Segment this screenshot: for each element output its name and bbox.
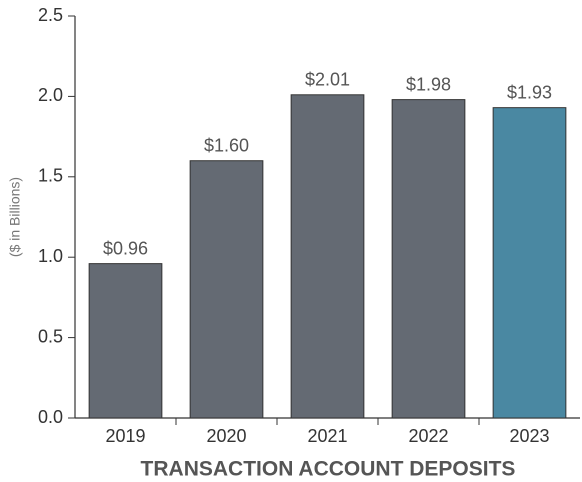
bar (492, 107, 567, 419)
x-tick-label: 2019 (105, 426, 145, 446)
x-tick-label: 2020 (206, 426, 246, 446)
x-tick-label: 2023 (509, 426, 549, 446)
value-label: $1.98 (406, 74, 451, 94)
chart-title: TRANSACTION ACCOUNT DEPOSITS (141, 458, 516, 481)
bar (189, 160, 264, 419)
x-tick-label: 2021 (307, 426, 347, 446)
x-tick-label: 2022 (408, 426, 448, 446)
y-tick-label: 0.5 (38, 326, 63, 346)
y-tick-label: 2.0 (38, 85, 63, 105)
y-tick-label: 1.0 (38, 246, 63, 266)
value-label: $2.01 (305, 70, 350, 90)
y-tick-label: 0.0 (38, 407, 63, 427)
value-label: $1.93 (507, 82, 552, 102)
bar (88, 263, 163, 419)
value-label: $0.96 (103, 238, 148, 258)
y-tick-label: 2.5 (38, 5, 63, 25)
bar (391, 99, 466, 419)
y-axis-label: ($ in Billions) (7, 177, 23, 257)
y-tick-label: 1.5 (38, 166, 63, 186)
value-label: $1.60 (204, 135, 249, 155)
bar (290, 94, 365, 419)
